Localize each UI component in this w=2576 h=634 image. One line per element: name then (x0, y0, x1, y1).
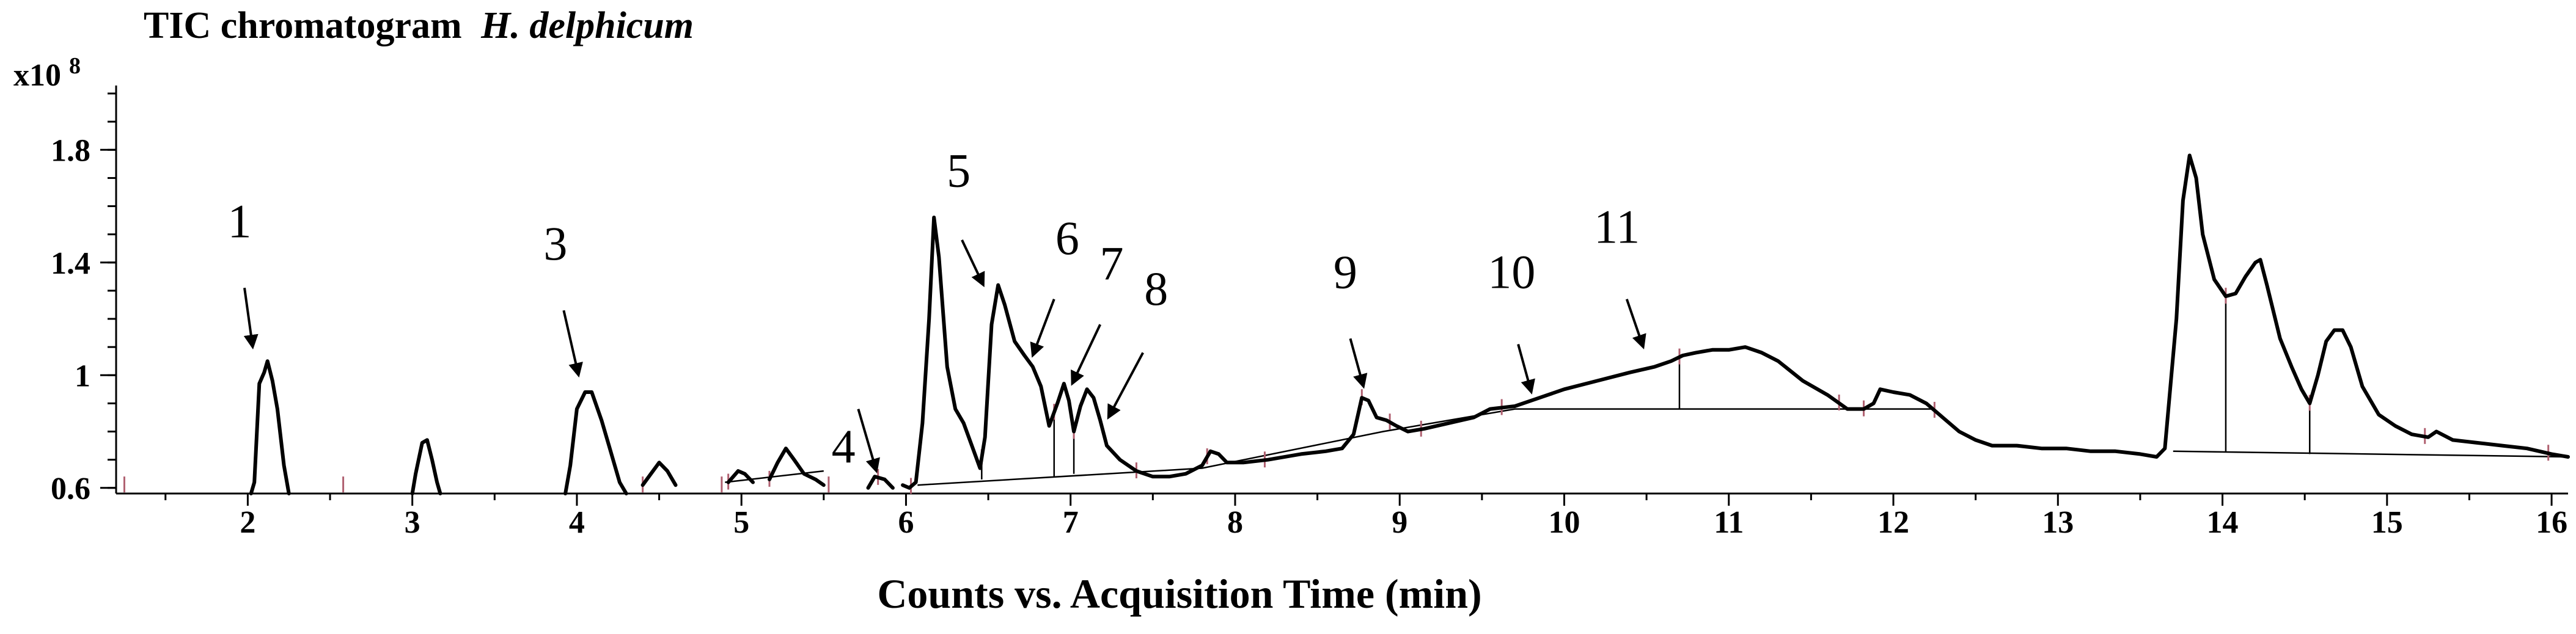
trace-segment (901, 153, 2570, 490)
peak-annotation: 10 (1488, 245, 1535, 395)
peak-arrow (1107, 352, 1144, 420)
integration-marks (123, 288, 2550, 494)
x-tick-label: 9 (1392, 505, 1407, 540)
peak-label: 8 (1144, 262, 1168, 315)
peak-label: 5 (947, 144, 971, 197)
chart-title-text: TIC chromatogram (144, 5, 462, 46)
x-tick-label: 16 (2536, 505, 2567, 540)
peak-arrow (1517, 344, 1535, 395)
x-tick-label: 11 (1714, 505, 1744, 540)
trace-segment (410, 438, 442, 495)
x-tick-label: 13 (2042, 505, 2074, 540)
chart-title: TIC chromatogram H. delphicum (144, 5, 694, 46)
baselines (725, 408, 2569, 486)
peak-annotation: 8 (1107, 262, 1168, 420)
x-tick-label: 2 (240, 505, 255, 540)
trace-segment (640, 461, 678, 487)
x-tick-label: 14 (2207, 505, 2239, 540)
peak-arrow (562, 310, 583, 378)
peak-annotation: 3 (543, 217, 583, 378)
trace-segment (866, 475, 895, 490)
peak-label: 4 (832, 420, 856, 473)
peak-label: 3 (543, 217, 567, 270)
peak-arrow (1071, 324, 1101, 386)
x-tick-label: 15 (2371, 505, 2403, 540)
peak-label: 1 (227, 194, 251, 247)
x-tick-label: 7 (1063, 505, 1079, 540)
x-tick-label: 6 (898, 505, 914, 540)
trace-segment (563, 390, 628, 495)
peak-annotation: 9 (1334, 245, 1368, 389)
peak-annotation: 5 (947, 144, 985, 288)
y-tick-label: 1 (75, 359, 90, 393)
y-tick-label: 1.4 (51, 246, 90, 281)
y-axis-multiplier: x10 8 (13, 53, 81, 93)
peak-label: 6 (1055, 211, 1079, 264)
peak-annotation: 11 (1594, 200, 1646, 349)
peak-arrow (1349, 338, 1368, 389)
peak-label: 9 (1334, 245, 1357, 298)
x-tick-label: 4 (569, 505, 585, 540)
integration-baseline (2173, 450, 2569, 458)
x-axis-label: Counts vs. Acquisition Time (min) (877, 570, 1481, 617)
peak-annotation: 4 (832, 409, 880, 473)
peak-annotation: 6 (1030, 211, 1079, 358)
x-tick-label: 3 (405, 505, 420, 540)
peak-annotations: 1 3 4 5 6 7 8 9 10 11 (227, 144, 1646, 473)
y-multiplier-base: x10 (13, 58, 61, 93)
x-tick-label: 10 (1549, 505, 1580, 540)
tic-trace (249, 153, 2570, 495)
peak-annotation: 7 (1071, 236, 1124, 386)
trace-segment (726, 469, 755, 484)
integration-baseline (725, 470, 824, 483)
trace-segment (249, 359, 291, 495)
trace-segment (768, 446, 826, 487)
y-tick-label: 0.6 (51, 472, 90, 506)
peak-label: 7 (1100, 236, 1124, 290)
peak-arrow (1625, 299, 1646, 349)
x-tick-label: 8 (1227, 505, 1243, 540)
peak-annotation: 1 (227, 194, 259, 350)
axes: 2 3 4 5 6 7 8 9 10 11 12 13 14 15 160.611.41.8 (51, 86, 2568, 540)
peak-arrow (857, 409, 880, 473)
peak-arrow (961, 239, 985, 288)
peak-arrow (243, 288, 259, 350)
integration-baseline (917, 408, 1935, 486)
y-multiplier-exponent: 8 (69, 53, 81, 79)
peak-label: 10 (1488, 245, 1535, 298)
x-tick-label: 5 (733, 505, 749, 540)
peak-arrow (1030, 299, 1055, 358)
chart-title-species: H. delphicum (480, 5, 694, 46)
x-tick-label: 12 (1877, 505, 1909, 540)
y-tick-label: 1.8 (51, 133, 90, 168)
peak-label: 11 (1594, 200, 1640, 253)
